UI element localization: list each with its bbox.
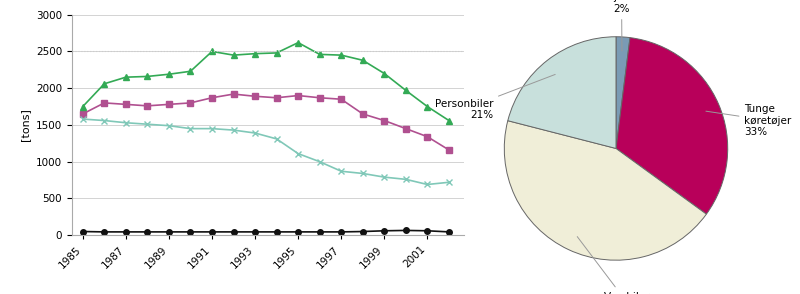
Personbiler [164,124,174,128]
Personbiler [207,127,217,131]
Tunge køretøjer [186,101,195,105]
Y-axis label: [tons]: [tons] [21,108,30,141]
Tunge køretøjer [164,103,174,106]
Tunge køretøjer [401,127,410,131]
Tunge køretøjer [272,96,282,99]
Varebiler [164,72,174,76]
Personbiler [121,121,130,125]
Personbiler [337,169,346,173]
Personbiler [422,183,432,186]
Tunge køretøjer [444,148,454,152]
Personbiler [401,178,410,181]
2-hjulede [250,230,260,234]
2-hjulede [444,230,454,234]
Varebiler [422,105,432,108]
Line: Personbiler: Personbiler [79,116,452,188]
Line: Varebiler: Varebiler [80,40,452,123]
2-hjulede [358,230,367,233]
Line: 2-hjulede: 2-hjulede [80,228,452,235]
2-hjulede [207,230,217,234]
Tunge køretøjer [358,112,367,116]
Tunge køretøjer [422,135,432,138]
2-hjulede [294,230,303,234]
Varebiler [358,59,367,62]
2-hjulede [272,230,282,234]
2-hjulede [164,230,174,234]
2-hjulede [186,230,195,234]
Varebiler [142,75,152,78]
Text: Varebiler
44%: Varebiler 44% [578,237,650,294]
Varebiler [294,41,303,44]
Personbiler [78,117,87,121]
Personbiler [250,131,260,135]
Tunge køretøjer [250,95,260,98]
Wedge shape [616,38,728,214]
Varebiler [315,53,325,56]
Personbiler [294,152,303,156]
Varebiler [272,51,282,55]
Text: Personbiler
21%: Personbiler 21% [434,74,555,120]
Varebiler [121,76,130,79]
Text: 2-hjulede
2%: 2-hjulede 2% [597,0,646,51]
2-hjulede [142,230,152,234]
Varebiler [186,69,195,73]
Varebiler [78,105,87,108]
Varebiler [250,52,260,55]
Varebiler [229,54,238,57]
Wedge shape [508,37,616,148]
Personbiler [186,127,195,131]
Tunge køretøjer [121,103,130,106]
Tunge køretøjer [337,98,346,101]
2-hjulede [315,230,325,234]
Varebiler [207,50,217,53]
Personbiler [272,137,282,141]
Tunge køretøjer [142,104,152,108]
Personbiler [444,181,454,184]
Wedge shape [504,121,706,260]
Tunge køretøjer [315,96,325,99]
2-hjulede [99,230,109,234]
2-hjulede [422,229,432,233]
Personbiler [358,172,367,175]
Varebiler [99,82,109,86]
Tunge køretøjer [229,92,238,96]
Tunge køretøjer [294,94,303,97]
Varebiler [379,72,389,75]
Personbiler [229,128,238,132]
2-hjulede [401,229,410,232]
Personbiler [142,122,152,126]
Tunge køretøjer [207,96,217,99]
Varebiler [401,89,410,92]
Line: Tunge køretøjer: Tunge køretøjer [80,91,452,153]
Varebiler [337,54,346,57]
2-hjulede [121,230,130,234]
Personbiler [99,119,109,122]
Tunge køretøjer [99,101,109,105]
2-hjulede [78,230,87,233]
Tunge køretøjer [379,119,389,122]
Varebiler [444,119,454,122]
Personbiler [379,175,389,179]
2-hjulede [379,229,389,233]
2-hjulede [229,230,238,234]
Wedge shape [616,37,630,148]
Personbiler [315,160,325,163]
Text: Tunge
køretøjer
33%: Tunge køretøjer 33% [706,104,792,137]
Tunge køretøjer [78,112,87,116]
2-hjulede [337,230,346,234]
